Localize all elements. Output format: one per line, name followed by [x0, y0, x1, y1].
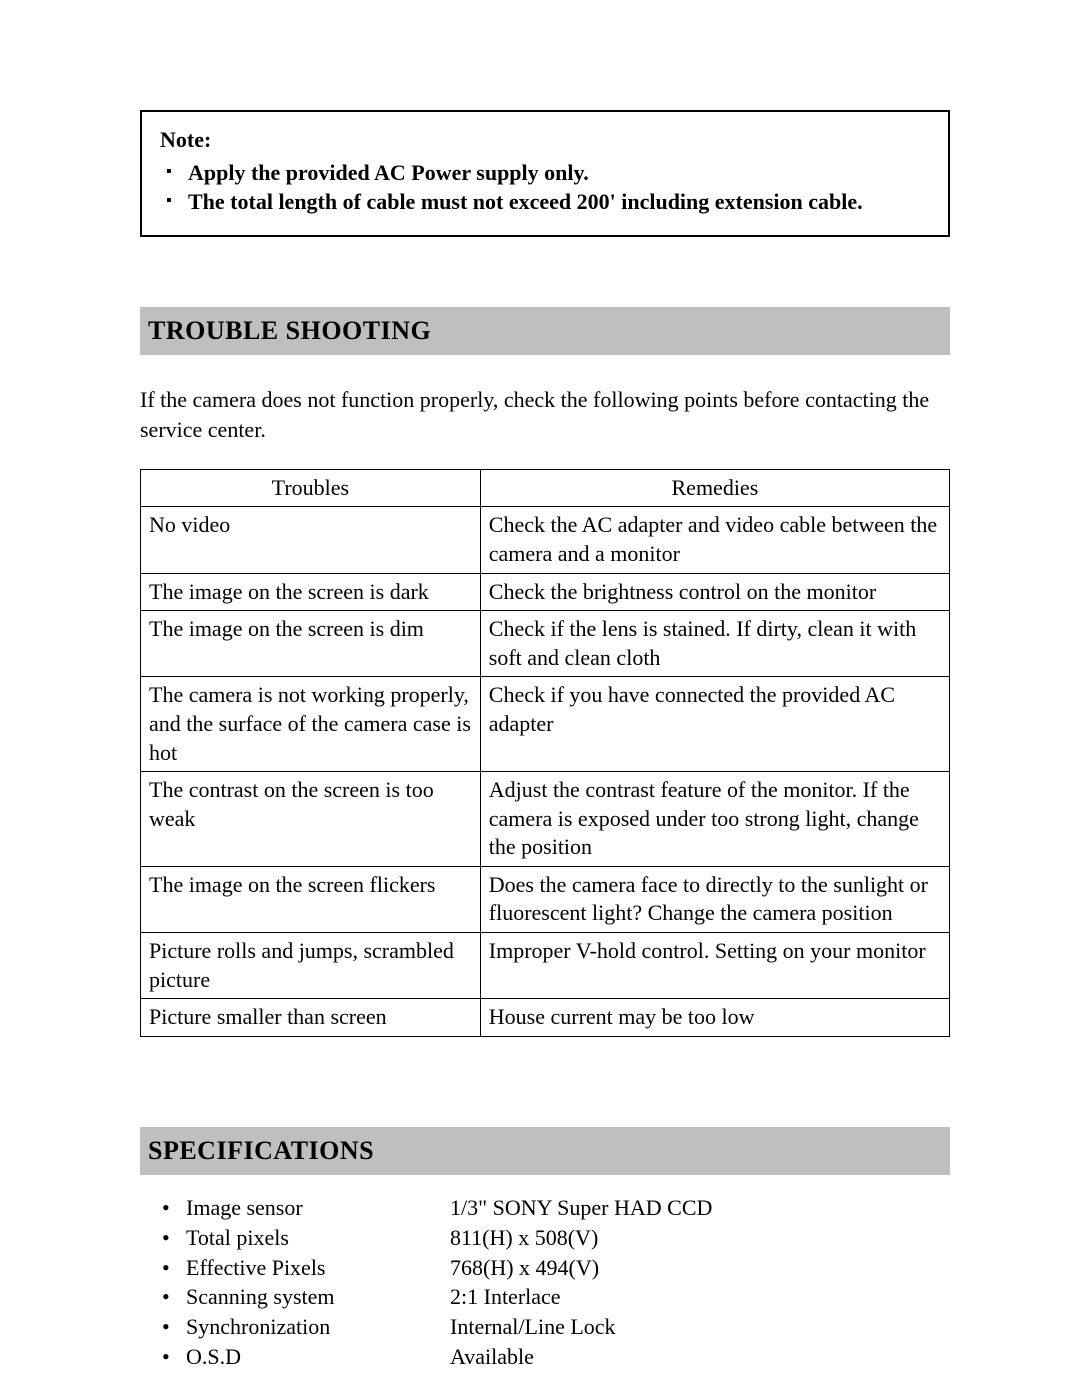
spec-value: 768(H) x 494(V) [450, 1253, 950, 1283]
table-row: The contrast on the screen is too weak A… [141, 772, 950, 867]
trouble-cell: The image on the screen flickers [141, 866, 481, 932]
spec-label: Total pixels [140, 1223, 450, 1253]
remedy-cell: Check if the lens is stained. If dirty, … [480, 611, 949, 677]
spec-value: Internal/Line Lock [450, 1312, 950, 1342]
spec-values: 1/3" SONY Super HAD CCD 811(H) x 508(V) … [450, 1193, 950, 1371]
note-item: Apply the provided AC Power supply only. [160, 158, 930, 188]
trouble-cell: No video [141, 507, 481, 573]
document-page: Note: Apply the provided AC Power supply… [0, 0, 1080, 1397]
remedy-cell: Check the AC adapter and video cable bet… [480, 507, 949, 573]
remedy-cell: Adjust the contrast feature of the monit… [480, 772, 949, 867]
spec-value: Available [450, 1342, 950, 1372]
col-header-troubles: Troubles [141, 469, 481, 507]
table-row: Picture rolls and jumps, scrambled pictu… [141, 933, 950, 999]
specifications-heading: SPECIFICATIONS [140, 1127, 950, 1176]
table-row: The image on the screen flickers Does th… [141, 866, 950, 932]
spec-label: Effective Pixels [140, 1253, 450, 1283]
spec-value: 1/3" SONY Super HAD CCD [450, 1193, 950, 1223]
specifications-block: Image sensor Total pixels Effective Pixe… [140, 1193, 950, 1371]
trouble-cell: The image on the screen is dim [141, 611, 481, 677]
note-title: Note: [160, 126, 930, 154]
spec-label: Image sensor [140, 1193, 450, 1223]
remedy-cell: House current may be too low [480, 999, 949, 1037]
note-list: Apply the provided AC Power supply only.… [160, 158, 930, 217]
spec-value: 2:1 Interlace [450, 1282, 950, 1312]
spec-label: O.S.D [140, 1342, 450, 1372]
table-row: The camera is not working properly, and … [141, 677, 950, 772]
remedy-cell: Check if you have connected the provided… [480, 677, 949, 772]
trouble-cell: The image on the screen is dark [141, 573, 481, 611]
table-row: The image on the screen is dark Check th… [141, 573, 950, 611]
trouble-cell: Picture smaller than screen [141, 999, 481, 1037]
spec-label: Synchronization [140, 1312, 450, 1342]
table-row: No video Check the AC adapter and video … [141, 507, 950, 573]
spec-value: 811(H) x 508(V) [450, 1223, 950, 1253]
troubleshooting-intro: If the camera does not function properly… [140, 385, 950, 444]
table-header-row: Troubles Remedies [141, 469, 950, 507]
trouble-cell: The camera is not working properly, and … [141, 677, 481, 772]
col-header-remedies: Remedies [480, 469, 949, 507]
spec-label: Scanning system [140, 1282, 450, 1312]
troubleshooting-heading: TROUBLE SHOOTING [140, 307, 950, 356]
remedy-cell: Does the camera face to directly to the … [480, 866, 949, 932]
note-box: Note: Apply the provided AC Power supply… [140, 110, 950, 237]
spec-labels: Image sensor Total pixels Effective Pixe… [140, 1193, 450, 1371]
trouble-cell: Picture rolls and jumps, scrambled pictu… [141, 933, 481, 999]
trouble-cell: The contrast on the screen is too weak [141, 772, 481, 867]
note-item: The total length of cable must not excee… [160, 187, 930, 217]
remedy-cell: Check the brightness control on the moni… [480, 573, 949, 611]
remedy-cell: Improper V-hold control. Setting on your… [480, 933, 949, 999]
table-row: The image on the screen is dim Check if … [141, 611, 950, 677]
troubleshooting-table: Troubles Remedies No video Check the AC … [140, 469, 950, 1037]
table-row: Picture smaller than screen House curren… [141, 999, 950, 1037]
